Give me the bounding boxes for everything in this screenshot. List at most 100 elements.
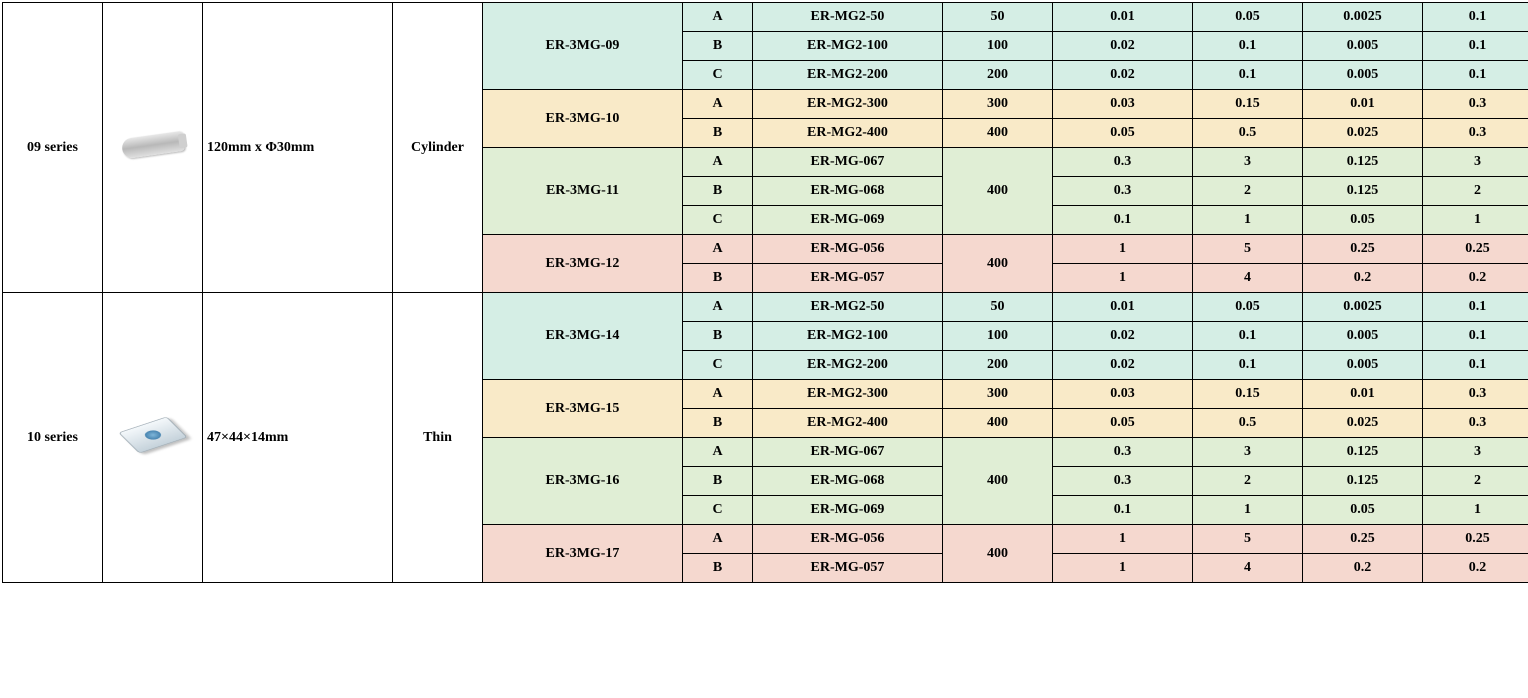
- value-cell: 0.025: [1303, 119, 1423, 148]
- sub-cell: A: [683, 235, 753, 264]
- value-cell: 1: [1423, 496, 1528, 525]
- partnumber-cell: ER-MG2-300: [753, 90, 943, 119]
- value-cell: 0.3: [1423, 90, 1528, 119]
- value-cell: 0.0025: [1303, 3, 1423, 32]
- series-label: 10 series: [3, 293, 103, 583]
- value-cell: 0.05: [1053, 409, 1193, 438]
- value-cell: 0.3: [1053, 438, 1193, 467]
- value-cell: 100: [943, 32, 1053, 61]
- value-cell: 0.05: [1053, 119, 1193, 148]
- value-cell: 0.25: [1423, 235, 1528, 264]
- value-cell: 0.2: [1423, 554, 1528, 583]
- model-cell: ER-3MG-09: [483, 3, 683, 90]
- partnumber-cell: ER-MG-056: [753, 235, 943, 264]
- spec-table: 09 series120mm x Φ30mmCylinderER-3MG-09A…: [2, 2, 1528, 583]
- value-cell: 0.1: [1423, 351, 1528, 380]
- value-cell: 0.0025: [1303, 293, 1423, 322]
- value-cell: 0.5: [1193, 119, 1303, 148]
- value-cell: 100: [943, 322, 1053, 351]
- series-image: [103, 293, 203, 583]
- value-cell: 0.3: [1053, 467, 1193, 496]
- sub-cell: B: [683, 554, 753, 583]
- value-cell: 1: [1423, 206, 1528, 235]
- value-cell: 0.1: [1423, 3, 1528, 32]
- value-cell: 300: [943, 380, 1053, 409]
- value-cell: 400: [943, 148, 1053, 235]
- value-cell: 0.3: [1423, 119, 1528, 148]
- series-shape: Thin: [393, 293, 483, 583]
- value-cell: 0.05: [1193, 3, 1303, 32]
- value-cell: 5: [1193, 525, 1303, 554]
- value-cell: 0.1: [1193, 351, 1303, 380]
- value-cell: 0.025: [1303, 409, 1423, 438]
- sub-cell: B: [683, 322, 753, 351]
- partnumber-cell: ER-MG2-400: [753, 119, 943, 148]
- model-cell: ER-3MG-12: [483, 235, 683, 293]
- value-cell: 0.25: [1423, 525, 1528, 554]
- value-cell: 0.03: [1053, 90, 1193, 119]
- value-cell: 1: [1053, 235, 1193, 264]
- series-shape: Cylinder: [393, 3, 483, 293]
- series-image: [103, 3, 203, 293]
- value-cell: 0.1: [1053, 496, 1193, 525]
- sub-cell: B: [683, 119, 753, 148]
- value-cell: 0.1: [1193, 61, 1303, 90]
- sub-cell: C: [683, 206, 753, 235]
- value-cell: 3: [1423, 438, 1528, 467]
- value-cell: 0.1: [1423, 293, 1528, 322]
- value-cell: 400: [943, 525, 1053, 583]
- sub-cell: A: [683, 525, 753, 554]
- value-cell: 0.02: [1053, 61, 1193, 90]
- value-cell: 0.05: [1193, 293, 1303, 322]
- value-cell: 0.1: [1423, 32, 1528, 61]
- sub-cell: A: [683, 3, 753, 32]
- value-cell: 0.005: [1303, 351, 1423, 380]
- value-cell: 0.25: [1303, 525, 1423, 554]
- sub-cell: C: [683, 496, 753, 525]
- value-cell: 2: [1193, 467, 1303, 496]
- value-cell: 1: [1053, 264, 1193, 293]
- value-cell: 50: [943, 3, 1053, 32]
- partnumber-cell: ER-MG2-100: [753, 322, 943, 351]
- sub-cell: B: [683, 409, 753, 438]
- partnumber-cell: ER-MG-067: [753, 438, 943, 467]
- value-cell: 4: [1193, 554, 1303, 583]
- value-cell: 0.05: [1303, 496, 1423, 525]
- value-cell: 0.02: [1053, 351, 1193, 380]
- value-cell: 0.3: [1423, 380, 1528, 409]
- value-cell: 0.2: [1303, 554, 1423, 583]
- partnumber-cell: ER-MG2-300: [753, 380, 943, 409]
- partnumber-cell: ER-MG-068: [753, 177, 943, 206]
- value-cell: 400: [943, 409, 1053, 438]
- value-cell: 0.1: [1193, 322, 1303, 351]
- series-dimensions: 47×44×14mm: [203, 293, 393, 583]
- partnumber-cell: ER-MG-056: [753, 525, 943, 554]
- value-cell: 400: [943, 119, 1053, 148]
- series-dimensions: 120mm x Φ30mm: [203, 3, 393, 293]
- value-cell: 0.2: [1423, 264, 1528, 293]
- sub-cell: A: [683, 380, 753, 409]
- model-cell: ER-3MG-14: [483, 293, 683, 380]
- value-cell: 2: [1423, 177, 1528, 206]
- sub-cell: A: [683, 438, 753, 467]
- value-cell: 0.1: [1423, 61, 1528, 90]
- value-cell: 0.05: [1303, 206, 1423, 235]
- partnumber-cell: ER-MG2-50: [753, 3, 943, 32]
- sub-cell: B: [683, 32, 753, 61]
- value-cell: 1: [1193, 206, 1303, 235]
- value-cell: 0.15: [1193, 90, 1303, 119]
- value-cell: 0.005: [1303, 61, 1423, 90]
- model-cell: ER-3MG-11: [483, 148, 683, 235]
- partnumber-cell: ER-MG-067: [753, 148, 943, 177]
- value-cell: 400: [943, 438, 1053, 525]
- value-cell: 0.15: [1193, 380, 1303, 409]
- value-cell: 0.02: [1053, 32, 1193, 61]
- value-cell: 0.005: [1303, 322, 1423, 351]
- value-cell: 0.125: [1303, 438, 1423, 467]
- value-cell: 0.2: [1303, 264, 1423, 293]
- value-cell: 3: [1193, 148, 1303, 177]
- sub-cell: A: [683, 90, 753, 119]
- partnumber-cell: ER-MG2-50: [753, 293, 943, 322]
- partnumber-cell: ER-MG-068: [753, 467, 943, 496]
- value-cell: 1: [1193, 496, 1303, 525]
